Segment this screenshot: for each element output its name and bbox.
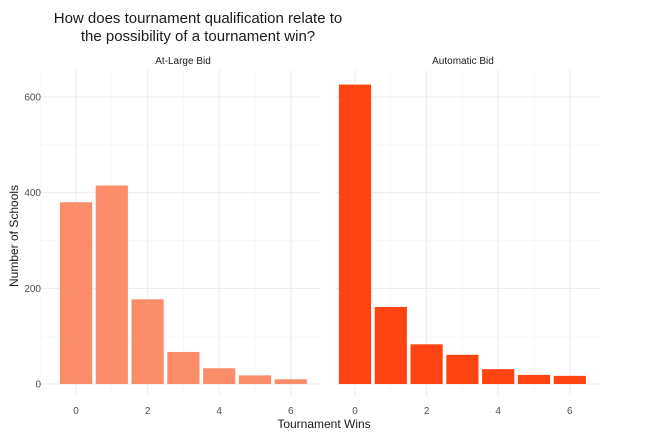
bar	[131, 299, 164, 384]
bar	[410, 344, 443, 384]
x-tick-label: 4	[216, 406, 222, 417]
bar	[446, 354, 479, 384]
bar	[95, 185, 128, 384]
bar	[553, 375, 586, 384]
x-tick-label: 2	[145, 406, 151, 417]
bar	[374, 306, 407, 384]
bar	[517, 374, 551, 384]
y-tick-label: 200	[24, 284, 41, 295]
bar	[167, 351, 200, 384]
x-tick-label: 0	[352, 406, 358, 417]
y-axis-label: Number of Schools	[7, 185, 21, 287]
bar	[238, 375, 272, 384]
facet-at-large-bid: At-Large Bid 0 2 4 6	[39, 56, 321, 417]
chart-title-line-2: the possibility of a tournament win?	[81, 28, 315, 45]
x-tick-label: 6	[288, 406, 294, 417]
bar	[274, 379, 307, 384]
bar	[482, 369, 515, 384]
x-axis-label: Tournament Wins	[277, 417, 370, 431]
facet-automatic-bid: Automatic Bid 0 2 4 6	[335, 56, 600, 417]
x-tick-label: 2	[424, 406, 430, 417]
facet-strip-label: At-Large Bid	[155, 56, 211, 67]
x-tick-label: 0	[73, 406, 79, 417]
y-tick-label: 400	[24, 188, 41, 199]
bar	[203, 368, 236, 384]
chart-title-line-1: How does tournament qualification relate…	[54, 10, 343, 27]
x-tick-label: 6	[567, 406, 573, 417]
y-tick-label: 0	[35, 380, 41, 391]
bar	[338, 84, 372, 384]
gridlines	[39, 70, 321, 395]
y-axis: 0 200 400 600	[24, 93, 41, 391]
bar	[59, 202, 93, 384]
facet-strip-label: Automatic Bid	[432, 56, 494, 67]
y-tick-label: 600	[24, 93, 41, 104]
x-tick-label: 4	[495, 406, 501, 417]
